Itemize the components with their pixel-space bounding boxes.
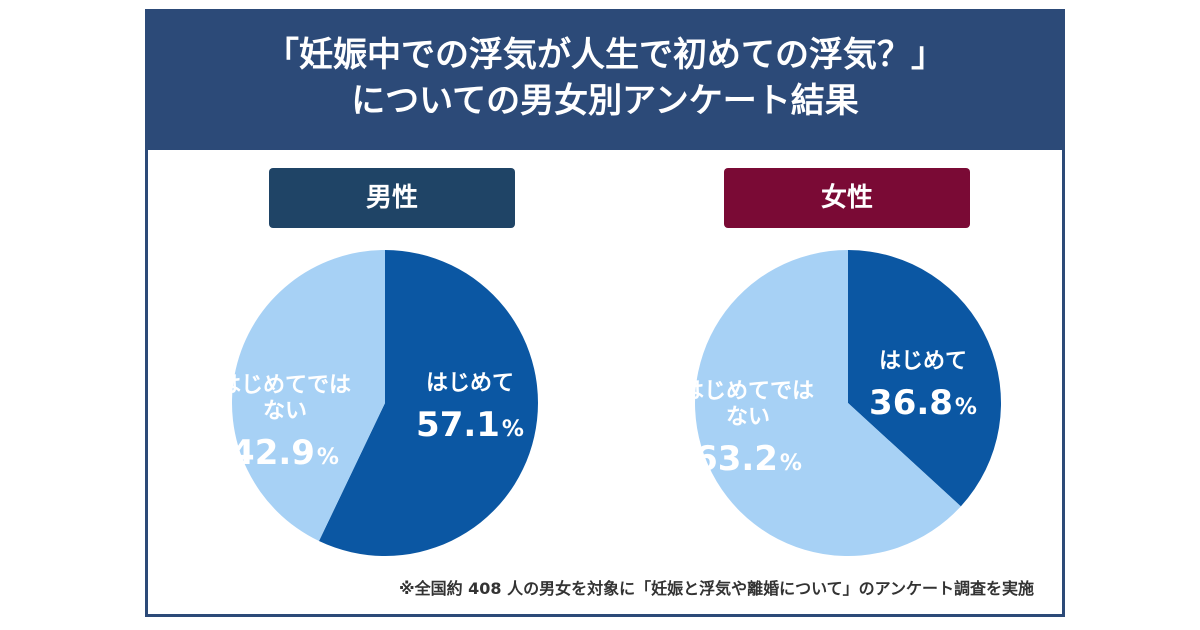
male-slice-label-1-line-0: はじめてでは: [219, 373, 351, 398]
pie-charts-svg: はじめて57.1%はじめてではない42.9%はじめて36.8%はじめてではない6…: [219, 250, 1002, 556]
male-slice-label-0-line-0: はじめて: [426, 371, 514, 396]
female-pie-slice-not-first-time: [695, 250, 961, 556]
male-pie-slice-first-time: [318, 250, 538, 556]
female-group-label: 女性: [724, 168, 970, 228]
chart-frame: 「妊娠中での浮気が人生で初めての浮気？」 についての男女別アンケート結果 男性 …: [145, 9, 1065, 617]
header-title-line2: についての男女別アンケート結果: [351, 81, 859, 121]
survey-footnote: ※全国約 408 人の男女を対象に「妊娠と浮気や離婚について」のアンケート調査を…: [399, 579, 1034, 598]
female-slice-label-1-line-1: ない: [726, 405, 770, 430]
male-slice-label-1-line-1: ない: [263, 399, 307, 424]
chart-header: 「妊娠中での浮気が人生で初めての浮気？」 についての男女別アンケート結果: [148, 12, 1062, 150]
female-slice-label-0-line-0: はじめて: [879, 349, 967, 374]
header-title-line1: 「妊娠中での浮気が人生で初めての浮気？」: [265, 35, 945, 75]
male-group-label: 男性: [269, 168, 515, 228]
female-slice-label-1-line-0: はじめてでは: [682, 379, 814, 404]
female-pie-slice-first-time: [848, 250, 1002, 507]
male-pie-slice-not-first-time: [231, 250, 385, 542]
